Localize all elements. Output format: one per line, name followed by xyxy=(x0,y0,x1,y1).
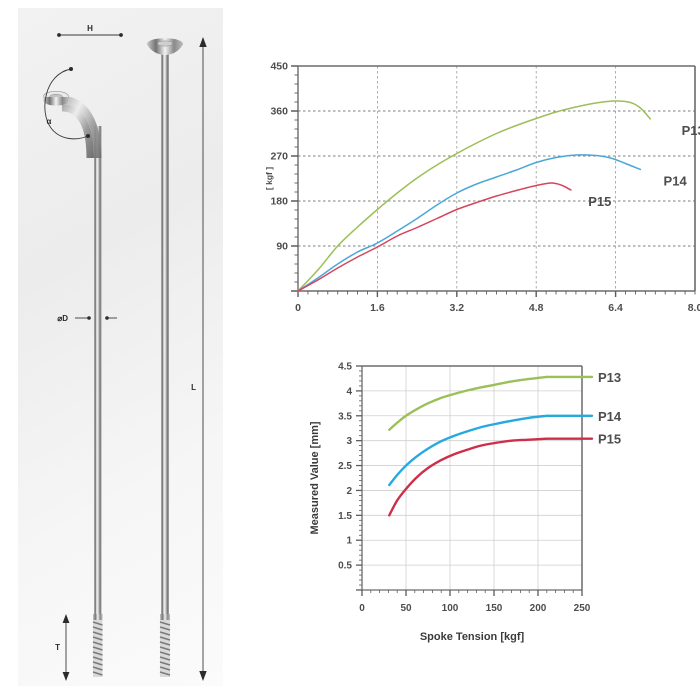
y-tick-label: 1.5 xyxy=(338,511,352,522)
dimension-label-T: T xyxy=(55,643,60,652)
tick-labels-bottom: 0.5 1 1.5 2 2.5 3 3.5 4 4.5 0 50 100 150 200 250 xyxy=(338,362,591,615)
series-labels-bottom: P13 P14 P15 xyxy=(598,370,622,447)
y-tick-label: 3 xyxy=(346,436,352,447)
tensile-curve-svg: 90 180 270 360 450 0 1.6 3.2 4.8 6.4 8.0 P13 P14 P15… xyxy=(264,61,700,314)
spoke-technical-drawing: H α ⌀D L xyxy=(18,8,223,686)
y-tick-label: 360 xyxy=(270,106,288,118)
x-tick-label: 150 xyxy=(486,603,503,614)
y-axis-title: [ kgf ] xyxy=(264,167,274,190)
y-tick-label: 180 xyxy=(270,196,288,208)
x-tick-label: 0 xyxy=(359,603,365,614)
series-label-P14: P14 xyxy=(598,409,622,424)
y-tick-label: 0.5 xyxy=(338,561,352,572)
dimension-L: L xyxy=(191,37,207,681)
series-paths-top xyxy=(297,100,652,292)
x-tick-label: 6.4 xyxy=(608,302,623,312)
x-tick-label: 4.8 xyxy=(529,302,544,312)
spoke-drawing-svg: H α ⌀D L xyxy=(43,24,207,681)
x-tick-label: 0 xyxy=(295,302,301,312)
dimension-label-L: L xyxy=(191,383,196,392)
spoke-thread-straight xyxy=(159,614,171,677)
x-tick-label: 50 xyxy=(400,603,412,614)
series-labels-top: P13 P14 P15 xyxy=(588,123,700,209)
dimension-label-alpha: α xyxy=(47,117,52,126)
y-tick-label: 90 xyxy=(276,241,288,253)
spoke-head-flat xyxy=(147,38,183,55)
y-axis-title-top: [ kgf ] xyxy=(264,167,274,190)
dimension-label-H: H xyxy=(87,24,93,33)
series-label-P15: P15 xyxy=(588,194,611,209)
dimension-diameter: ⌀D xyxy=(57,314,117,323)
y-tick-label: 450 xyxy=(270,61,288,73)
y-tick-label: 1 xyxy=(346,536,352,547)
dimension-label-diameter: ⌀D xyxy=(57,314,68,323)
x-tick-label: 8.0 xyxy=(688,302,700,312)
y-tick-label: 4.5 xyxy=(338,362,352,373)
series-line-P15 xyxy=(297,182,572,292)
grid-lines-bottom xyxy=(362,366,582,590)
dimension-T: T xyxy=(55,614,70,681)
series-label-P15: P15 xyxy=(598,432,621,447)
measured-value-chart: 0.5 1 1.5 2 2.5 3 3.5 4 4.5 0 50 100 150 200 250 P13 P1… xyxy=(296,352,700,656)
tick-labels-top: 90 180 270 360 450 0 1.6 3.2 4.8 6.4 8.0 xyxy=(270,61,700,314)
series-line-P15 xyxy=(388,437,548,517)
axes-bottom xyxy=(356,365,583,596)
x-tick-label: 200 xyxy=(530,603,547,614)
series-label-P14: P14 xyxy=(664,174,688,189)
x-tick-label: 100 xyxy=(442,603,459,614)
x-tick-label: 250 xyxy=(574,603,591,614)
series-line-P14 xyxy=(297,154,642,292)
x-tick-label: 3.2 xyxy=(449,302,464,312)
series-line-P13 xyxy=(388,375,548,431)
y-tick-label: 270 xyxy=(270,151,288,163)
series-line-P14 xyxy=(388,414,548,487)
measured-value-svg: 0.511.522.533.544.50 50 100 150 200 250 P13P1… xyxy=(309,362,622,644)
x-tick-label: 1.6 xyxy=(370,302,385,312)
series-paths-bottom xyxy=(388,375,594,517)
tensile-curve-chart: 90 180 270 360 450 0 1.6 3.2 4.8 6.4 8.0 P13 P14 P15… xyxy=(262,44,700,314)
x-axis-title: Spoke Tension [kgf] xyxy=(420,631,525,643)
spoke-straight-pull xyxy=(147,38,183,677)
dimension-H: H xyxy=(57,24,123,37)
y-tick-label: 3.5 xyxy=(338,411,352,422)
series-line-P13 xyxy=(297,100,652,292)
series-label-P13: P13 xyxy=(598,370,621,385)
y-tick-label: 2.5 xyxy=(338,461,352,472)
axis-titles-bottom: Measured Value [mm] Spoke Tension [kgf] xyxy=(309,421,524,643)
axes-top xyxy=(291,65,696,297)
spoke-j-bend xyxy=(43,91,103,677)
y-tick-label: 4 xyxy=(346,386,352,397)
y-axis-title: Measured Value [mm] xyxy=(309,421,321,534)
spoke-thread-j xyxy=(92,614,103,677)
series-label-P13: P13 xyxy=(682,123,700,138)
y-tick-label: 2 xyxy=(346,486,352,497)
dimension-alpha: α xyxy=(44,67,90,140)
spoke-head-j xyxy=(43,91,69,106)
grid-lines-top xyxy=(298,66,695,291)
